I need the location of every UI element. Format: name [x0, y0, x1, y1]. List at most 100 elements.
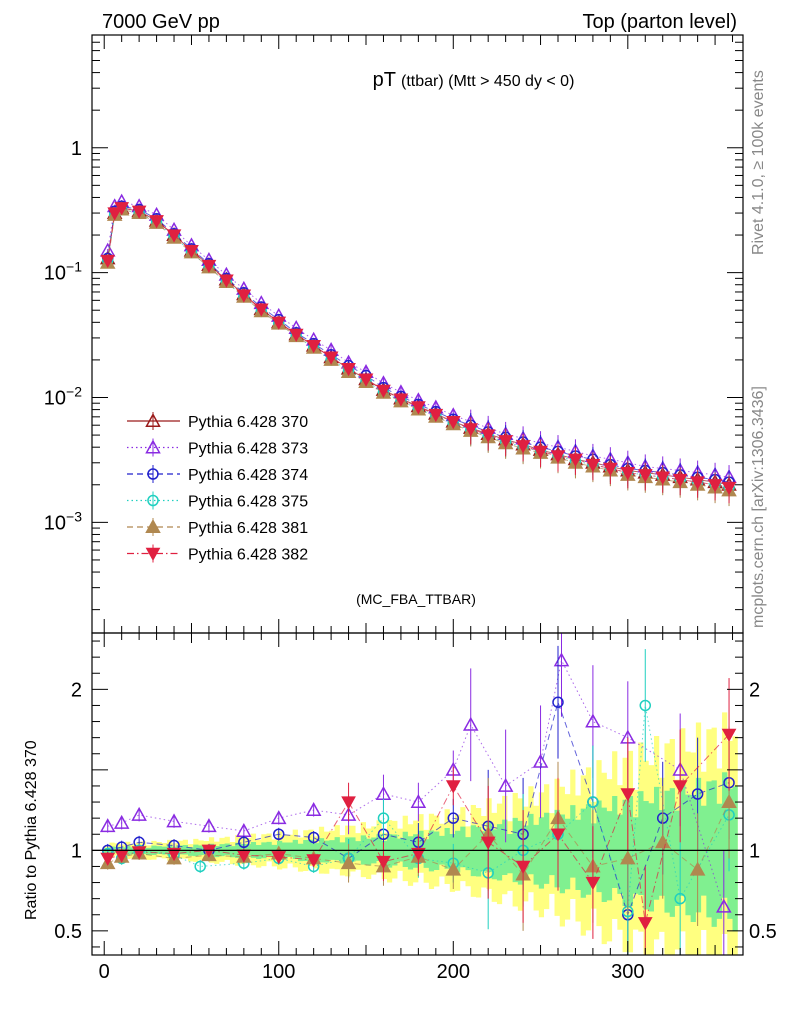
main-x-ticks [103, 35, 734, 633]
data-point [480, 429, 496, 443]
ratio-data-point [166, 813, 182, 828]
ratio-data-point [515, 860, 531, 874]
side-label-lower: mcplots.cern.ch [arXiv:1306.3436] [750, 386, 767, 628]
ratio-data-point [131, 806, 147, 821]
ratio-x-ticks: 0 100 200 300 [99, 633, 734, 983]
ratio-y-tick-label-right: 2 [749, 679, 760, 701]
ratio-data-point [550, 828, 566, 842]
ratio-data-point [305, 802, 322, 817]
legend-marker [145, 518, 161, 533]
ratio-data-point [131, 846, 147, 860]
header-right: Top (parton level) [582, 11, 737, 33]
ratio-data-point [99, 818, 116, 833]
ratio-y-ticks: 0.5 0.5 1 1 2 2 [54, 640, 777, 948]
data-point [184, 244, 199, 259]
ratio-data-point [721, 728, 737, 742]
ratio-data-point [721, 794, 737, 808]
ratio-data-point [639, 699, 652, 712]
data-point [655, 471, 671, 485]
legend: Pythia 6.428 370 Pythia 6.428 373 Pythia 6… [127, 412, 308, 564]
ratio-data-point [552, 696, 564, 708]
ratio-data-point [340, 855, 357, 870]
ratio-series-group [99, 633, 737, 955]
ratio-data-point [272, 828, 285, 840]
ratio-plot-panel: 0.5 0.5 1 1 2 2 0 100 200 300 Ratio to Pythia 6.… [23, 632, 777, 983]
ratio-data-point [620, 850, 636, 865]
ratio-data-point [447, 812, 460, 824]
main-plot-frame [91, 34, 744, 634]
side-label-upper: Rivet 4.1.0, ≥ 100k events [750, 70, 767, 255]
legend-marker [147, 494, 159, 507]
ratio-series-373 [99, 633, 732, 955]
data-point [323, 351, 339, 365]
data-point [707, 479, 723, 493]
ratio-data-point [480, 836, 496, 850]
ratio-data-point [497, 777, 514, 792]
plot-title-sub: (ttbar) (Mtt > 450 dy < 0) [401, 73, 574, 90]
data-point [201, 259, 217, 274]
data-point [114, 202, 130, 216]
ratio-data-point [271, 851, 287, 865]
series-382 [100, 202, 737, 504]
ratio-series-line [107, 734, 730, 923]
header-left: 7000 GeV pp [102, 11, 220, 33]
watermark-label: (MC_FBA_TTBAR) [356, 591, 476, 607]
ratio-data-point [654, 834, 671, 849]
data-point [620, 466, 636, 481]
data-point [463, 423, 479, 437]
ratio-data-point [270, 810, 287, 825]
ratio-series-line [107, 801, 730, 876]
ratio-y-tick-label: 0.5 [54, 921, 82, 943]
ratio-data-point [587, 796, 599, 808]
data-point [603, 462, 618, 477]
series-line [107, 209, 730, 489]
data-point [550, 450, 566, 464]
data-point [306, 339, 322, 354]
data-point [341, 363, 356, 377]
legend-label: Pythia 6.428 382 [188, 547, 308, 564]
legend-item: Pythia 6.428 375 [127, 491, 308, 511]
ratio-x-tick-label: 100 [262, 961, 295, 983]
legend-marker [145, 439, 161, 454]
data-point [107, 207, 123, 221]
legend-marker [147, 468, 159, 480]
legend-item: Pythia 6.428 373 [127, 438, 308, 458]
ratio-data-point [194, 860, 206, 873]
data-point [236, 289, 252, 303]
ratio-data-point [100, 852, 116, 866]
main-y-tick-label: 10−2 [44, 383, 82, 409]
data-point [721, 481, 737, 496]
data-point [393, 393, 409, 407]
ratio-plot-frame [91, 632, 744, 956]
main-y-tick-label: 10−1 [44, 259, 82, 285]
ratio-data-point [445, 861, 462, 876]
data-point [498, 435, 513, 449]
ratio-series-382 [100, 678, 737, 955]
plot-title-main: pT [373, 69, 396, 91]
ratio-data-point [201, 844, 217, 858]
main-y-tick-label: 1 [71, 138, 82, 160]
ratio-data-point [376, 855, 391, 870]
ratio-data-point [462, 716, 479, 731]
data-point [411, 401, 426, 415]
ratio-data-point [637, 917, 653, 931]
legend-marker [145, 412, 161, 427]
legend-item: Pythia 6.428 381 [127, 518, 308, 537]
ratio-data-point [674, 892, 686, 905]
legend-label: Pythia 6.428 373 [188, 441, 308, 458]
ratio-x-tick-label: 300 [611, 961, 644, 983]
data-point [100, 254, 116, 269]
ratio-data-point [585, 713, 601, 728]
data-point [428, 408, 444, 423]
ratio-series-line [107, 700, 730, 917]
data-point [568, 453, 583, 467]
ratio-data-point [113, 814, 130, 829]
data-point [271, 316, 287, 330]
legend-item: Pythia 6.428 382 [127, 544, 308, 564]
ratio-data-point [689, 861, 706, 876]
ratio-data-point [410, 794, 427, 808]
ratio-data-point [307, 831, 320, 844]
ratio-x-tick-label: 200 [437, 961, 470, 983]
data-point [149, 215, 164, 229]
